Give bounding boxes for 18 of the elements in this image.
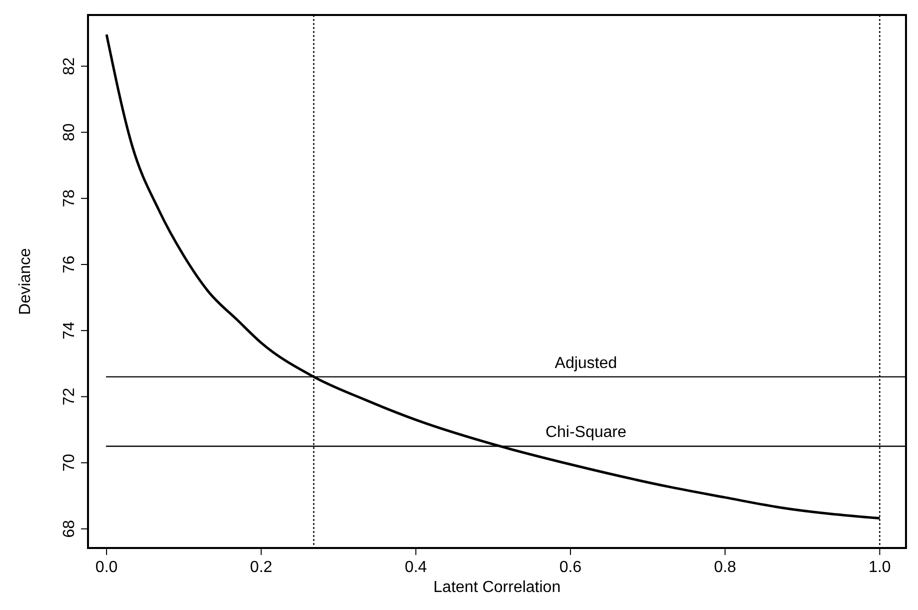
y-tick-label: 72 bbox=[61, 388, 78, 406]
ref-line-label: Adjusted bbox=[554, 354, 618, 372]
x-tick-label: 0.2 bbox=[250, 559, 272, 576]
y-tick-label: 80 bbox=[61, 123, 78, 142]
x-tick-label: 0.6 bbox=[559, 559, 582, 576]
x-axis-title: Latent Correlation bbox=[433, 579, 561, 596]
y-tick-label: 70 bbox=[61, 454, 78, 472]
y-tick-label: 68 bbox=[61, 520, 78, 538]
x-tick-label: 0.8 bbox=[714, 559, 736, 576]
y-tick-label: 76 bbox=[61, 255, 78, 274]
y-tick-label: 74 bbox=[61, 322, 78, 340]
x-tick-label: 1.0 bbox=[868, 559, 891, 576]
y-tick-label: 82 bbox=[61, 57, 78, 76]
x-tick-label: 0.4 bbox=[404, 559, 428, 576]
x-tick-label: 0.0 bbox=[95, 559, 118, 576]
y-axis-title: Deviance bbox=[17, 248, 34, 315]
y-tick-label: 78 bbox=[61, 189, 78, 208]
ref-line-label: Chi-Square bbox=[545, 424, 626, 442]
